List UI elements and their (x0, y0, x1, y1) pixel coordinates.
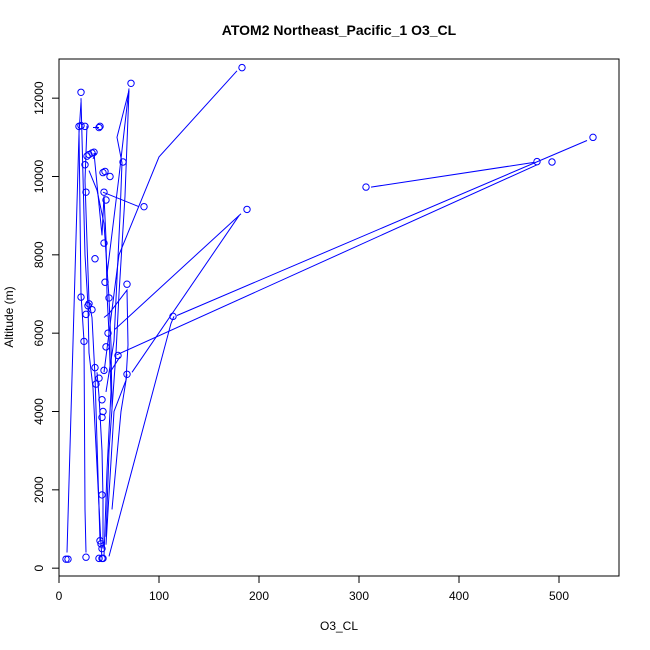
series-line (116, 164, 538, 356)
data-point (105, 294, 113, 302)
data-point (548, 158, 556, 166)
series-lines (66, 70, 588, 559)
series-line (96, 372, 104, 549)
data-point (95, 374, 103, 382)
y-tick-label: 8000 (32, 241, 46, 268)
data-point (104, 329, 112, 337)
data-point (62, 555, 70, 563)
series-line (106, 88, 130, 275)
data-point (80, 337, 88, 346)
chart-title: ATOM2 Northeast_Pacific_1 O3_CL (222, 22, 457, 38)
data-point (127, 79, 135, 87)
data-point (102, 343, 110, 351)
plot-frame (58, 58, 620, 577)
data-point (97, 540, 105, 548)
data-point (96, 122, 104, 131)
data-point (98, 396, 106, 404)
y-axis-label: Altitude (m) (2, 286, 16, 347)
data-point (81, 161, 89, 169)
data-point (91, 363, 99, 372)
data-point (140, 202, 148, 211)
series-line (114, 213, 242, 330)
data-point (533, 157, 541, 166)
data-point (98, 491, 106, 499)
series-line (84, 125, 101, 541)
data-point (243, 205, 251, 214)
data-point (589, 133, 597, 142)
x-tick-label: 400 (449, 589, 469, 603)
data-point (95, 123, 103, 132)
data-point (77, 88, 85, 96)
y-tick-label: 12000 (32, 81, 46, 115)
y-tick-label: 4000 (32, 398, 46, 425)
y-tick-label: 6000 (32, 319, 46, 346)
data-point (114, 351, 122, 360)
data-point (90, 148, 98, 156)
data-point (169, 312, 177, 321)
data-point (123, 280, 131, 288)
series-line (78, 129, 87, 553)
data-point (99, 407, 107, 416)
data-point (98, 413, 106, 422)
y-axis: 0 2000 4000 6000 8000 10000 12000 (32, 81, 59, 572)
data-point (95, 554, 103, 563)
data-point (100, 366, 108, 375)
series-line (108, 316, 175, 557)
data-point (92, 380, 100, 388)
data-point (96, 537, 104, 545)
data-point (82, 310, 90, 319)
series-line (80, 98, 103, 559)
x-tick-label: 200 (249, 589, 269, 603)
series-line (111, 374, 128, 510)
data-point (98, 544, 106, 553)
data-point (362, 183, 370, 191)
x-axis: 0 100 200 300 400 500 (56, 576, 569, 603)
data-point (119, 158, 127, 166)
data-point (100, 239, 108, 247)
x-tick-label: 500 (549, 589, 569, 603)
series-line (176, 140, 588, 316)
data-point (88, 305, 96, 314)
data-point (238, 63, 246, 72)
data-point (101, 167, 109, 176)
data-point (100, 188, 108, 196)
x-tick-label: 100 (149, 589, 169, 603)
x-axis-label: O3_CL (320, 619, 358, 633)
y-tick-label: 0 (32, 565, 46, 572)
y-tick-label: 10000 (32, 159, 46, 193)
series-line (109, 356, 121, 373)
series-line (88, 170, 113, 408)
data-point (77, 293, 85, 301)
series-line (370, 161, 535, 188)
series-line (103, 70, 238, 373)
data-point (123, 370, 131, 378)
data-point (106, 172, 114, 181)
data-point (99, 168, 107, 177)
x-tick-label: 300 (349, 589, 369, 603)
data-point (82, 188, 90, 196)
data-point (82, 553, 90, 561)
x-tick-label: 0 (56, 589, 63, 603)
series-points (62, 63, 597, 563)
data-point (64, 555, 72, 563)
y-tick-label: 2000 (32, 476, 46, 503)
data-point (85, 300, 93, 308)
series-line (66, 102, 82, 553)
series-line (103, 288, 129, 545)
data-point (91, 255, 99, 263)
data-point (101, 278, 109, 286)
data-point (81, 122, 89, 131)
data-point (99, 554, 107, 563)
data-point (102, 196, 110, 204)
series-line (131, 215, 240, 373)
